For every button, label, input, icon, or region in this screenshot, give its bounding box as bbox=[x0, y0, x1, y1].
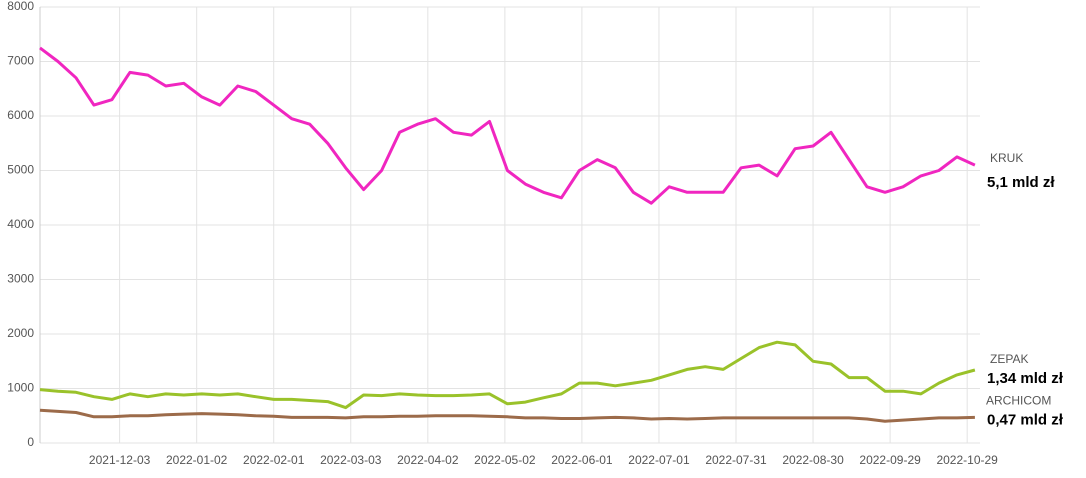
y-tick-label: 8000 bbox=[7, 0, 34, 13]
y-tick-label: 3000 bbox=[7, 272, 34, 286]
x-tick-label: 2021-12-03 bbox=[89, 453, 151, 467]
y-tick-label: 2000 bbox=[7, 326, 34, 340]
y-tick-label: 5000 bbox=[7, 163, 34, 177]
y-tick-label: 1000 bbox=[7, 381, 34, 395]
series-name: ARCHICOM bbox=[986, 394, 1051, 408]
x-tick-label: 2022-04-02 bbox=[397, 453, 459, 467]
series-name: ZEPAK bbox=[990, 352, 1028, 366]
line-series bbox=[39, 46, 976, 205]
value-annotation: 5,1 mld zł bbox=[987, 174, 1055, 191]
x-tick-label: 2022-10-29 bbox=[936, 453, 998, 467]
y-tick-label: 4000 bbox=[7, 217, 34, 231]
x-tick-label: 2022-07-31 bbox=[705, 453, 767, 467]
series-name: KRUK bbox=[990, 151, 1023, 165]
value-annotation: 0,47 mld zł bbox=[987, 411, 1064, 428]
x-tick-label: 2022-05-02 bbox=[474, 453, 536, 467]
value-annotation: 1,34 mld zł bbox=[987, 370, 1064, 387]
x-tick-label: 2022-01-02 bbox=[166, 453, 228, 467]
x-tick-label: 2022-03-03 bbox=[320, 453, 382, 467]
x-tick-label: 2022-09-29 bbox=[859, 453, 921, 467]
line-series bbox=[39, 408, 975, 423]
y-tick-label: 6000 bbox=[7, 108, 34, 122]
y-tick-label: 7000 bbox=[7, 54, 34, 68]
x-tick-label: 2022-07-01 bbox=[628, 453, 690, 467]
x-tick-label: 2022-08-30 bbox=[782, 453, 844, 467]
x-tick-label: 2022-06-01 bbox=[551, 453, 613, 467]
y-tick-label: 0 bbox=[27, 435, 34, 449]
x-tick-label: 2022-02-01 bbox=[243, 453, 305, 467]
line-series bbox=[39, 340, 976, 410]
